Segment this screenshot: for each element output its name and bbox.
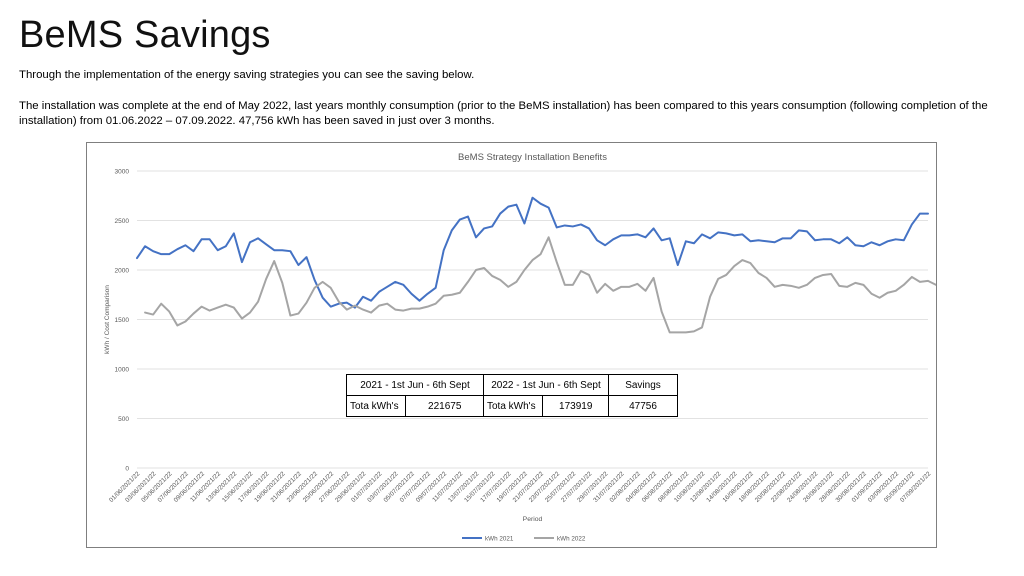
line-chart: BeMS Strategy Installation Benefits 0 500 1… xyxy=(104,152,936,542)
table-header-row: 2021 - 1st Jun - 6th Sept 2022 - 1st Jun… xyxy=(346,374,678,396)
legend-label: kWh 2021 xyxy=(485,535,514,542)
x-axis-label: Period xyxy=(523,516,543,523)
y-tick-label: 500 xyxy=(118,416,129,423)
legend-label: kWh 2022 xyxy=(557,535,586,542)
header-savings: Savings xyxy=(608,374,678,396)
y-tick-label: 1500 xyxy=(115,317,130,324)
description-text: The installation was complete at the end… xyxy=(19,100,988,127)
table-row: Tota kWh's 221675 Tota kWh's 173919 4775… xyxy=(345,395,678,417)
page-title: BeMS Savings xyxy=(19,14,271,56)
intro-text: Through the implementation of the energy… xyxy=(19,69,475,81)
value-2021: 221675 xyxy=(405,395,484,417)
y-tick-label: 0 xyxy=(125,466,129,473)
series-line-2021 xyxy=(136,196,929,309)
y-tick-label: 2500 xyxy=(115,218,130,225)
savings-summary-table: 2021 - 1st Jun - 6th Sept 2022 - 1st Jun… xyxy=(345,374,678,417)
series-line-2022 xyxy=(144,236,936,334)
chart-frame: BeMS Strategy Installation Benefits 0 500 1… xyxy=(86,142,937,548)
y-tick-label: 3000 xyxy=(115,169,130,176)
label-2021: Tota kWh's xyxy=(345,395,407,417)
y-axis-label: kWh / Cost Comparison xyxy=(104,285,111,354)
header-2021: 2021 - 1st Jun - 6th Sept xyxy=(346,374,484,396)
y-tick-label: 2000 xyxy=(115,268,130,275)
value-2022: 173919 xyxy=(542,395,609,417)
header-2022: 2022 - 1st Jun - 6th Sept xyxy=(483,374,609,396)
value-savings: 47756 xyxy=(608,395,678,417)
chart-title: BeMS Strategy Installation Benefits xyxy=(458,152,607,163)
label-2022: Tota kWh's xyxy=(482,395,544,417)
y-tick-label: 1000 xyxy=(115,367,130,374)
